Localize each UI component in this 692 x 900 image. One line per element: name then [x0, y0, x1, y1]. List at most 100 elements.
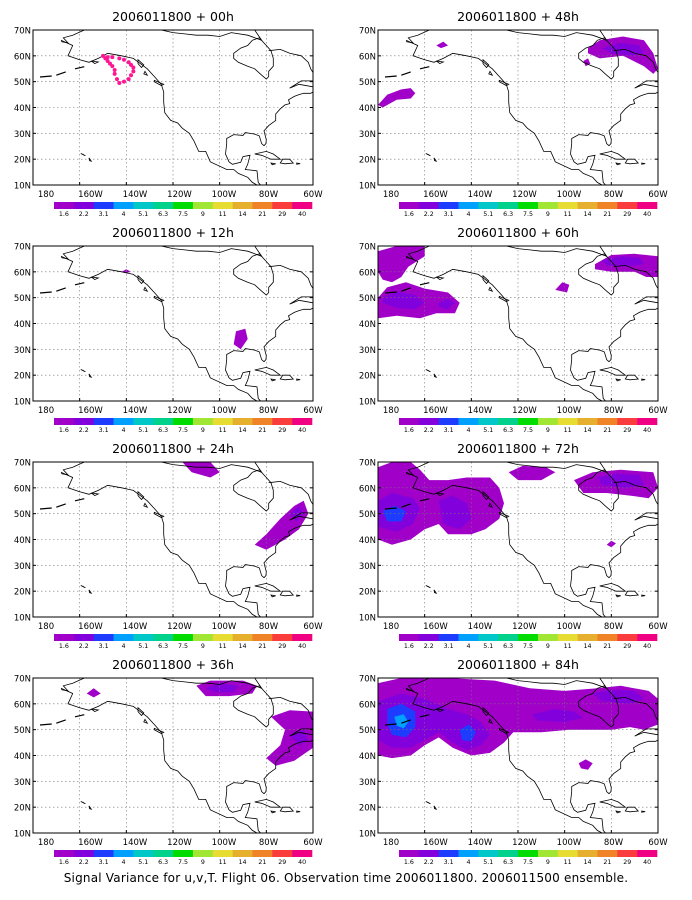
lat-tick-label: 70N — [14, 459, 31, 469]
coastline-island — [254, 366, 282, 376]
legend-label: 29 — [623, 427, 631, 434]
legend-swatch — [73, 418, 94, 425]
variance-contour — [602, 256, 644, 267]
legend-label: 4 — [466, 211, 470, 218]
legend-label: 2.2 — [424, 211, 434, 218]
coastline-island — [433, 805, 438, 810]
lat-tick-label: 10N — [359, 398, 376, 408]
legend-swatch — [133, 418, 154, 425]
lat-tick-label: 30N — [359, 562, 376, 572]
lon-tick-label: 120W — [512, 406, 537, 416]
coastline-island — [270, 594, 276, 598]
legend-swatch — [73, 634, 94, 641]
variance-contour — [394, 714, 409, 729]
lon-tick-label: 60W — [303, 622, 323, 632]
coastline — [613, 48, 658, 73]
coastline-island — [270, 162, 276, 166]
coastline — [233, 37, 274, 80]
coastline-island — [91, 60, 100, 65]
flight-track-point — [122, 79, 126, 84]
aleutian-islands — [384, 291, 397, 294]
legend-label: 3.1 — [444, 859, 454, 866]
lon-tick-label: 80W — [604, 406, 624, 416]
legend-label: 11 — [564, 211, 572, 218]
coastline-island — [143, 70, 149, 76]
lat-tick-label: 30N — [359, 346, 376, 356]
legend-label: 3.1 — [99, 859, 109, 866]
coastline — [506, 30, 608, 42]
flight-track-point — [129, 73, 133, 78]
legend-label: 6.3 — [503, 427, 513, 434]
coastline-island — [153, 295, 165, 302]
legend-swatch — [153, 634, 174, 641]
variance-contour — [578, 759, 593, 770]
legend-swatch — [637, 634, 658, 641]
coastline-island — [433, 373, 438, 378]
legend-label: 6.3 — [158, 211, 168, 218]
legend-swatch — [537, 202, 559, 209]
coastline-island — [80, 153, 86, 157]
flight-track-point — [129, 62, 133, 67]
lon-tick-label: 140W — [468, 190, 493, 200]
coastline-island — [137, 274, 145, 285]
coastline-island — [153, 511, 165, 518]
legend-swatch — [113, 850, 134, 857]
legend-swatch — [292, 202, 313, 209]
legend-label: 11 — [219, 859, 227, 866]
coastline — [60, 255, 258, 401]
coastline-island — [436, 276, 445, 281]
legend-label: 2.2 — [424, 427, 434, 434]
aleutian-islands — [401, 503, 411, 508]
legend-label: 14 — [239, 643, 247, 650]
variance-contour — [86, 688, 101, 698]
legend-swatch — [232, 418, 253, 425]
legend-swatch — [577, 850, 598, 857]
legend-label: 5.1 — [138, 211, 148, 218]
legend-swatch — [617, 202, 638, 209]
legend-swatch — [153, 202, 174, 209]
lon-tick-label: 160W — [423, 838, 448, 848]
legend-swatch — [272, 202, 293, 209]
legend-label: 6.3 — [158, 427, 168, 434]
map-area — [33, 30, 313, 185]
legend-swatch — [498, 418, 519, 425]
lat-tick-label: 40N — [14, 536, 31, 546]
coastline-island — [641, 162, 646, 165]
legend-label: 9 — [201, 643, 205, 650]
forecast-panel-p72: 2006011800 + 72h 70N 60N 50N 40N 30N 20N 10N 180… — [359, 441, 668, 650]
legend-label: 40 — [643, 427, 651, 434]
coastline — [60, 687, 258, 833]
lat-tick-label: 10N — [359, 182, 376, 192]
legend-swatch — [212, 418, 233, 425]
lat-tick-label: 10N — [14, 182, 31, 192]
variance-contour — [382, 291, 425, 310]
legend-label: 9 — [546, 427, 550, 434]
coastline — [161, 462, 263, 474]
lat-tick-label: 50N — [359, 726, 376, 736]
coastline — [60, 678, 85, 692]
figure-caption: Signal Variance for u,v,T. Flight 06. Ob… — [63, 871, 629, 885]
legend-label: 4 — [466, 643, 470, 650]
lon-tick-label: 140W — [123, 838, 148, 848]
legend-swatch — [399, 418, 420, 425]
legend-swatch — [438, 418, 459, 425]
coastline — [60, 39, 258, 185]
legend-swatch — [637, 418, 658, 425]
lon-tick-label: 100W — [212, 190, 237, 200]
lat-tick-label: 70N — [14, 27, 31, 37]
coastline-island — [296, 378, 301, 381]
coastline-island — [425, 153, 431, 157]
lat-tick-label: 20N — [359, 588, 376, 598]
lon-tick-label: 140W — [468, 838, 493, 848]
legend-swatch — [557, 634, 578, 641]
legend-swatch — [557, 202, 578, 209]
legend-label: 40 — [298, 427, 306, 434]
lon-tick-label: 80W — [259, 190, 279, 200]
lon-tick-label: 160W — [78, 622, 103, 632]
legend-label: 29 — [278, 211, 286, 218]
lon-tick-label: 180 — [383, 190, 399, 200]
legend-label: 21 — [603, 643, 611, 650]
map-area — [378, 30, 658, 185]
color-legend: 1.6 2.2 3.1 4 5.1 6.3 7.5 9 11 14 21 29 40 — [54, 850, 313, 866]
coastline — [571, 91, 658, 147]
